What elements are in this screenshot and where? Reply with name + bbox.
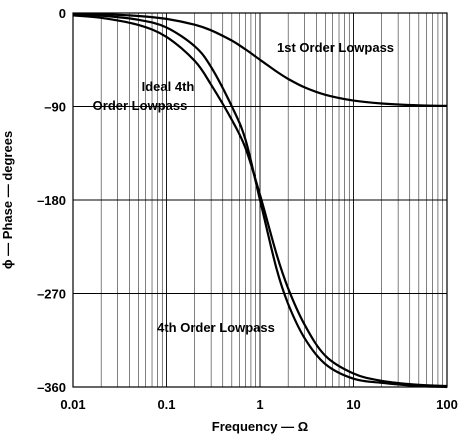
annotation-ideal-line2: Order Lowpass — [93, 98, 188, 113]
x-tick-label: 100 — [436, 397, 458, 412]
x-tick-label: 0.1 — [157, 397, 175, 412]
y-axis-label: ϕ — Phase — degrees — [0, 131, 15, 269]
y-tick-label: –90 — [44, 100, 66, 115]
y-tick-label: 0 — [59, 6, 66, 21]
x-tick-label: 1 — [256, 397, 263, 412]
annotation-4th-order: 4th Order Lowpass — [157, 320, 275, 335]
curves — [72, 12, 448, 389]
y-tick-label: –360 — [37, 380, 66, 395]
annotation-ideal-line1: Ideal 4th — [142, 79, 195, 94]
series-line-2 — [72, 14, 448, 388]
tick-labels: 0.01 0.1 1 10 100 0 –90 –180 –270 –360 — [37, 6, 458, 412]
series-line-1 — [72, 12, 448, 107]
annotation-1st-order: 1st Order Lowpass — [277, 40, 394, 55]
x-tick-label: 10 — [346, 397, 360, 412]
x-axis-label: Frequency — Ω — [212, 419, 308, 434]
plot-frame — [72, 12, 448, 388]
series-line-3 — [72, 13, 448, 389]
x-tick-label: 0.01 — [60, 397, 85, 412]
y-tick-label: –270 — [37, 287, 66, 302]
y-tick-label: –180 — [37, 193, 66, 208]
